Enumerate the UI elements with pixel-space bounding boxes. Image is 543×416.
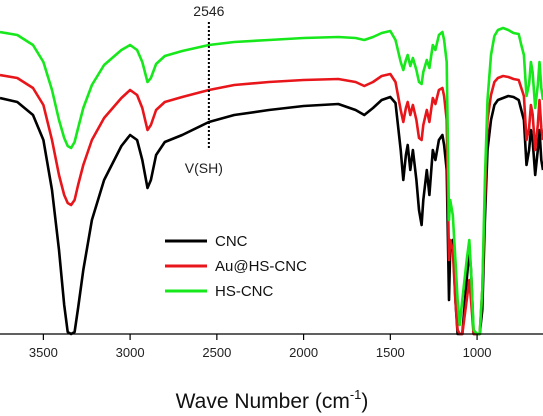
legend: CNC Au@HS-CNC HS-CNC (165, 233, 307, 300)
x-axis-title-close: ) (361, 390, 368, 413)
x-tick-label: 3500 (29, 345, 58, 360)
series-line-hs-cnc (0, 26, 543, 336)
x-axis-title: Wave Number (cm-1) (176, 387, 369, 413)
annotation-wavenumber-label: 2546 (193, 3, 224, 19)
legend-label: HS-CNC (215, 283, 273, 300)
x-tick-label: 2500 (202, 345, 231, 360)
x-axis-title-superscript: -1 (350, 387, 362, 402)
series-layer (0, 26, 543, 336)
series-line-cnc (0, 94, 543, 336)
annotation-vsh-label: V(SH) (185, 160, 223, 176)
legend-label: Au@HS-CNC (215, 258, 307, 275)
x-tick-label: 3000 (116, 345, 145, 360)
x-axis-title-main: Wave Number (cm (176, 390, 350, 413)
x-tick-label: 1500 (376, 345, 405, 360)
x-tick-label: 2000 (289, 345, 318, 360)
series-line-au-hs-cnc (0, 72, 543, 336)
x-tick-label: 1000 (463, 345, 492, 360)
legend-label: CNC (215, 233, 248, 250)
x-ticks: 3500 3000 2500 2000 1500 1000 (29, 334, 492, 360)
